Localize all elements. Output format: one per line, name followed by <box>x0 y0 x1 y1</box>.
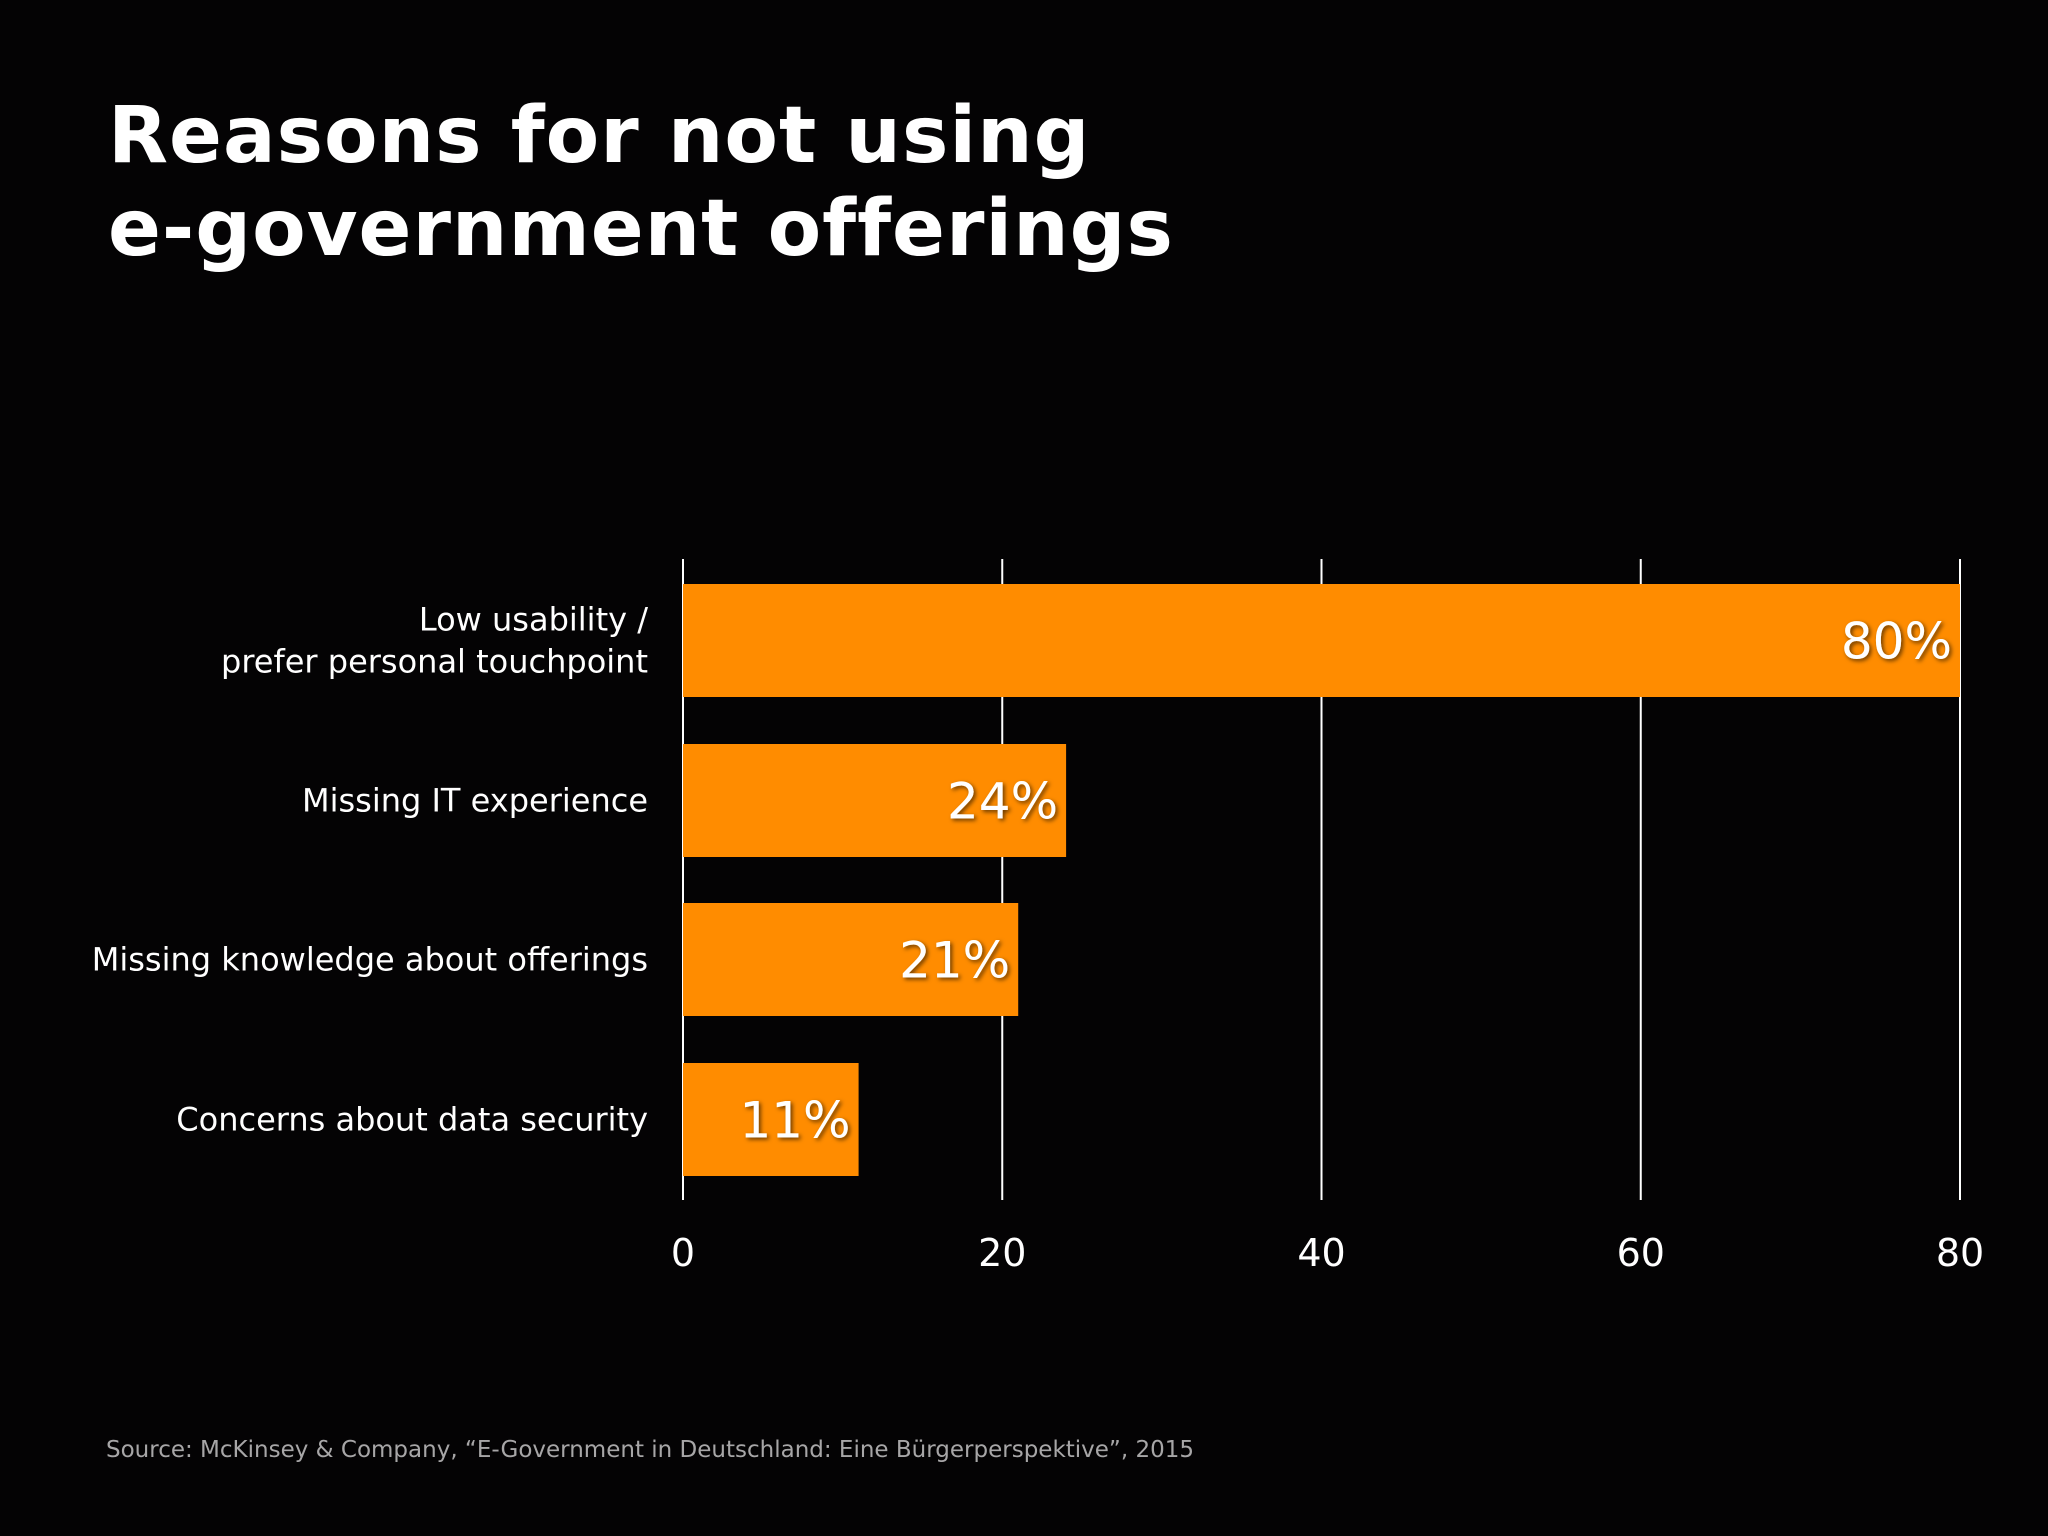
category-label-0: Low usability / prefer personal touchpoin… <box>221 601 648 681</box>
value-label-3: 11% <box>739 1092 850 1150</box>
category-label-1: Missing IT experience <box>302 782 648 820</box>
value-labels: 80% 24% 21% 11% <box>739 613 1952 1150</box>
source-note: Source: McKinsey & Company, “E-Governmen… <box>106 1437 1195 1463</box>
x-axis-tick-labels: 0 20 40 60 80 <box>671 1231 1984 1275</box>
chart-title-line-1: Reasons for not using <box>108 91 1091 181</box>
category-label-3-line-0: Concerns about data security <box>176 1101 648 1139</box>
value-label-2: 21% <box>899 932 1010 990</box>
bar-0 <box>683 584 1960 697</box>
category-label-2: Missing knowledge about offerings <box>92 941 648 979</box>
x-tick-label-60: 60 <box>1617 1231 1665 1275</box>
category-label-3: Concerns about data security <box>176 1101 648 1139</box>
category-label-2-line-0: Missing knowledge about offerings <box>92 941 648 979</box>
bar-3 <box>683 1063 859 1176</box>
chart-title: Reasons for not using e-government offer… <box>108 90 1174 276</box>
category-label-0-line-0: Low usability / <box>419 601 648 639</box>
value-label-0: 80% <box>1841 613 1952 671</box>
x-tick-label-40: 40 <box>1297 1231 1345 1275</box>
value-label-1: 24% <box>947 773 1058 831</box>
bar-1 <box>683 744 1067 857</box>
chart-title-line-2: e-government offerings <box>108 184 1174 274</box>
x-tick-label-0: 0 <box>671 1231 695 1275</box>
category-label-0-line-1: prefer personal touchpoint <box>221 643 648 681</box>
category-label-1-line-0: Missing IT experience <box>302 782 648 820</box>
x-tick-label-80: 80 <box>1936 1231 1984 1275</box>
category-labels: Low usability / prefer personal touchpoin… <box>92 601 648 1139</box>
bars <box>683 584 1960 1176</box>
bar-2 <box>683 903 1019 1016</box>
x-tick-label-20: 20 <box>978 1231 1026 1275</box>
